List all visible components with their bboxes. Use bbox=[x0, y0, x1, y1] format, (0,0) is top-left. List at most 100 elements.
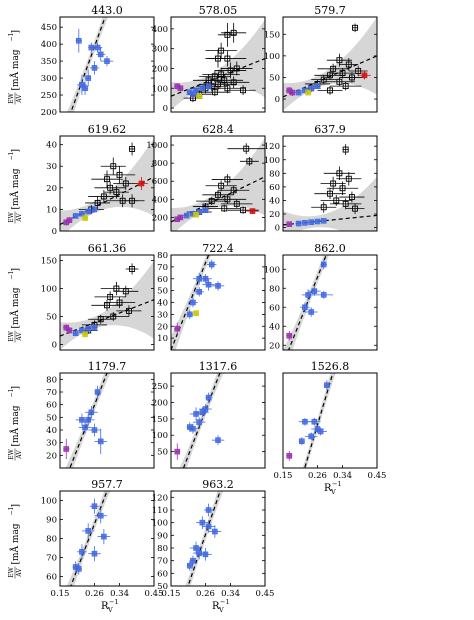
marker-square bbox=[218, 182, 225, 189]
marker-square bbox=[320, 218, 327, 224]
data-point bbox=[135, 177, 148, 190]
data-point bbox=[218, 185, 250, 195]
panel-plot-area bbox=[283, 144, 377, 231]
marker-square bbox=[308, 85, 315, 92]
y-tick-label: 20 bbox=[157, 322, 168, 332]
marker-square bbox=[107, 184, 114, 191]
y-tick-label: 300 bbox=[152, 45, 168, 55]
marker-square bbox=[202, 207, 209, 213]
x-tick-label: 0.15 bbox=[274, 471, 293, 481]
confidence-band bbox=[67, 17, 109, 112]
marker-square bbox=[327, 190, 333, 197]
data-point bbox=[202, 190, 234, 200]
marker-square bbox=[211, 89, 218, 96]
marker-square bbox=[215, 437, 221, 443]
y-label-unit: [mÅ mag bbox=[9, 523, 21, 564]
marker-square bbox=[72, 564, 79, 570]
panel-8: 862.0 20 40 60 80 100 bbox=[264, 242, 378, 351]
y-tick-label: 60 bbox=[157, 275, 168, 285]
marker-square bbox=[249, 208, 256, 214]
y-tick-label: 0 bbox=[275, 95, 280, 105]
data-point bbox=[89, 498, 100, 514]
marker-square bbox=[196, 289, 202, 295]
data-point bbox=[323, 380, 330, 391]
marker-square bbox=[215, 81, 221, 88]
data-point bbox=[119, 194, 145, 208]
data-point bbox=[208, 525, 222, 538]
y-tick-label: 100 bbox=[41, 285, 57, 295]
marker-square bbox=[187, 311, 193, 318]
panel-title: 578.05 bbox=[199, 4, 238, 17]
marker-square bbox=[240, 87, 247, 94]
marker-square bbox=[199, 85, 206, 92]
confidence-band bbox=[302, 373, 336, 468]
marker-square bbox=[240, 207, 247, 214]
marker-square bbox=[196, 419, 202, 425]
marker-square bbox=[317, 428, 324, 435]
panel-title: 579.7 bbox=[314, 4, 346, 17]
marker-square bbox=[215, 283, 221, 289]
x-axis-label: R bbox=[212, 601, 220, 612]
data-point bbox=[192, 211, 200, 218]
data-point bbox=[298, 437, 305, 446]
y-tick-label: 100 bbox=[152, 84, 168, 94]
data-point bbox=[94, 428, 107, 455]
confidence-band bbox=[171, 137, 265, 231]
y-label-sup: −1 bbox=[8, 271, 15, 280]
marker-square bbox=[320, 204, 327, 211]
y-label-frac-bottom: AV bbox=[16, 568, 23, 578]
marker-square bbox=[224, 85, 231, 92]
y-tick-label: 0 bbox=[163, 104, 168, 114]
marker-square bbox=[66, 327, 73, 334]
marker-square bbox=[122, 180, 129, 187]
y-tick-label: 40 bbox=[46, 141, 57, 151]
data-point bbox=[100, 157, 126, 175]
marker-square bbox=[85, 208, 91, 215]
data-point bbox=[339, 72, 365, 83]
data-point bbox=[183, 212, 190, 219]
y-tick-label: 40 bbox=[157, 299, 168, 309]
marker-square bbox=[199, 519, 206, 526]
data-point bbox=[207, 259, 217, 270]
data-point bbox=[301, 220, 309, 226]
panel-title: 443.0 bbox=[91, 4, 123, 17]
data-point bbox=[202, 207, 209, 213]
marker-square bbox=[104, 176, 110, 183]
marker-square bbox=[187, 562, 193, 569]
panel-13: 963.2 50 60 70 80 90 100 110 120 0.15 0.26 0.34 0.45… bbox=[152, 478, 275, 614]
data-point bbox=[81, 413, 95, 427]
x-label-sup: −1 bbox=[332, 480, 342, 488]
data-point bbox=[96, 47, 106, 62]
marker-square bbox=[91, 324, 98, 331]
marker-square bbox=[286, 221, 293, 228]
y-label-frac-top: EW bbox=[8, 566, 15, 577]
marker-square bbox=[298, 438, 305, 445]
x-tick-label: 0.45 bbox=[368, 471, 387, 481]
x-tick-label: 0.26 bbox=[196, 589, 215, 599]
data-point bbox=[304, 89, 312, 96]
marker-square bbox=[345, 175, 352, 182]
y-tick-label: 0 bbox=[275, 224, 280, 234]
x-tick-label: 0.15 bbox=[51, 589, 70, 599]
marker-square bbox=[208, 261, 215, 268]
panel-plot-area bbox=[67, 17, 114, 112]
y-tick-label: 100 bbox=[152, 519, 168, 529]
marker-square bbox=[308, 433, 315, 440]
y-tick-label: 150 bbox=[264, 30, 280, 40]
data-point bbox=[317, 63, 349, 74]
data-point bbox=[345, 203, 365, 215]
y-tick-label: 50 bbox=[157, 448, 168, 458]
data-point bbox=[314, 83, 321, 89]
data-point bbox=[199, 88, 231, 97]
marker-square bbox=[116, 171, 123, 178]
marker-square bbox=[97, 51, 104, 58]
y-tick-label: 350 bbox=[41, 57, 57, 67]
data-point bbox=[72, 561, 79, 573]
panel-5: 637.9 0 20 40 60 80 100 120 bbox=[264, 123, 378, 234]
data-point bbox=[211, 281, 225, 291]
panel-6: 661.36 0 50 100 150 EW AV [mÅ mag −1] bbox=[8, 242, 155, 351]
y-tick-label: 30 bbox=[157, 310, 168, 320]
y-tick-label: 100 bbox=[264, 265, 280, 275]
marker-square bbox=[286, 453, 293, 459]
